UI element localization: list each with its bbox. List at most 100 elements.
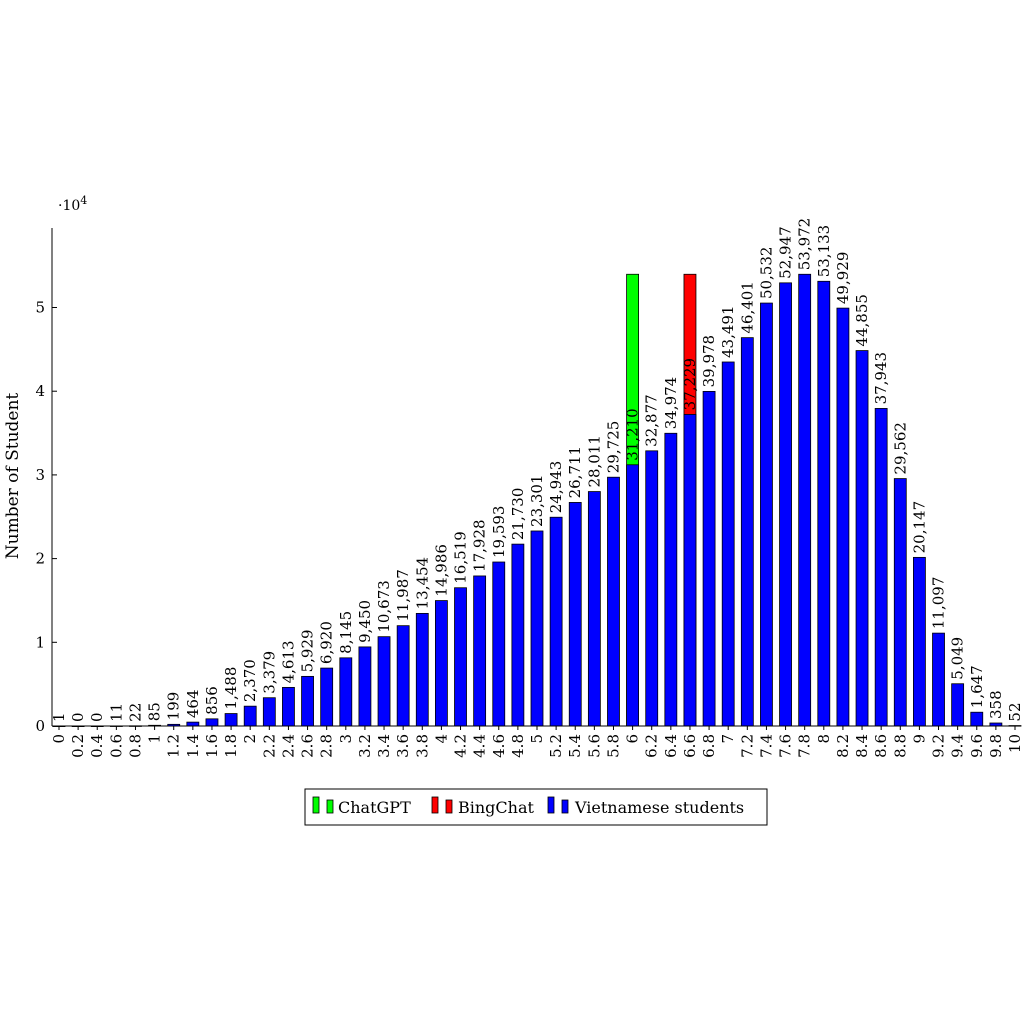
legend-label-vietnamese-students: Vietnamese students <box>574 798 744 817</box>
legend-label-bingchat: BingChat <box>458 798 535 817</box>
data-label-7: 43,491 <box>719 305 737 358</box>
data-label-3-8: 13,454 <box>413 557 431 610</box>
x-tick-label-1-6: 1.6 <box>203 734 221 758</box>
bar-vietnamese-students-1-4 <box>186 721 200 727</box>
bar-vietnamese-students-4-4 <box>473 575 487 727</box>
y-axis-multiplier-exponent: 4 <box>80 194 87 207</box>
data-label-5-8: 29,725 <box>604 421 622 474</box>
bar-vietnamese-students-4-6 <box>492 561 506 727</box>
x-tick-label-1-4: 1.4 <box>184 734 202 758</box>
x-tick-label-1: 1 <box>146 734 164 744</box>
y-tick-label-1: 1 <box>35 633 45 651</box>
data-label-1-6: 856 <box>203 686 221 715</box>
data-label-5-4: 26,711 <box>566 446 584 499</box>
bar-vietnamese-students-2 <box>243 705 257 727</box>
x-tick-label-8-6: 8.6 <box>872 734 890 758</box>
bar-vietnamese-students-5-6 <box>587 491 601 727</box>
data-label-3-2: 9,450 <box>356 600 374 643</box>
x-tick-label-8-8: 8.8 <box>891 734 909 758</box>
bar-vietnamese-students-5-4 <box>568 502 582 727</box>
legend-swatch-vietnamese-students <box>547 796 555 814</box>
x-tick-label-4-2: 4.2 <box>452 734 470 758</box>
data-label-3-4: 10,673 <box>375 580 393 633</box>
y-axis-label: Number of Student <box>3 393 23 560</box>
x-tick-label-7-2: 7.2 <box>738 734 756 758</box>
legend-swatch-bingchat <box>431 796 439 814</box>
x-tick-label-8-4: 8.4 <box>853 734 871 758</box>
bar-vietnamese-students-8-4 <box>855 350 869 727</box>
bar-vietnamese-students-7-8 <box>798 273 812 727</box>
data-label-6-2: 32,877 <box>643 394 661 447</box>
data-label-5-6: 28,011 <box>585 435 603 488</box>
bar-vietnamese-students-7-2 <box>740 337 754 727</box>
data-label-1-8: 1,488 <box>222 667 240 710</box>
bar-vietnamese-students-6-8 <box>702 390 716 727</box>
bar-vietnamese-students-6 <box>626 464 639 727</box>
bar-vietnamese-students-2-8 <box>320 667 334 727</box>
data-label-8-4: 44,855 <box>853 294 871 347</box>
data-label-0: 1 <box>50 712 68 722</box>
bar-vietnamese-students-8-6 <box>874 408 888 727</box>
y-tick-label-4: 4 <box>35 382 45 400</box>
x-tick-label-9-4: 9.4 <box>949 734 967 758</box>
bar-vietnamese-students-3 <box>339 657 353 727</box>
x-tick-label-3-6: 3.6 <box>394 734 412 758</box>
legend-label-chatgpt: ChatGPT <box>338 798 411 817</box>
legend-box <box>304 788 768 826</box>
bar-vietnamese-students-6-6 <box>683 414 697 727</box>
data-label-1: 85 <box>146 702 164 721</box>
legend-item-chatgpt: ChatGPT <box>312 796 411 817</box>
x-tick-label-8: 8 <box>815 734 833 744</box>
data-label-2-6: 5,929 <box>299 629 317 672</box>
legend-item-bingchat: BingChat <box>431 796 535 817</box>
bar-vietnamese-students-7-4 <box>760 302 773 727</box>
x-tick-label-4-6: 4.6 <box>490 734 508 758</box>
data-label-6-4: 34,974 <box>662 377 680 430</box>
data-label-0-2: 0 <box>69 712 87 722</box>
data-label-3-6: 11,987 <box>394 569 412 622</box>
x-tick-label-1-8: 1.8 <box>222 734 240 758</box>
bar-vietnamese-students-6-2 <box>645 450 659 727</box>
data-label-8-2: 49,929 <box>834 252 852 305</box>
x-tick-label-2: 2 <box>241 734 259 744</box>
data-label-6: 31,210 <box>624 408 642 461</box>
y-tick-label-3: 3 <box>35 466 45 484</box>
data-label-3: 8,145 <box>337 611 355 654</box>
data-label-6-6: 37,229 <box>681 358 699 411</box>
data-label-5-2: 24,943 <box>547 461 565 514</box>
bar-vietnamese-students-9-2 <box>932 632 945 727</box>
x-tick-label-4: 4 <box>432 734 450 744</box>
x-tick-label-1-2: 1.2 <box>165 734 183 758</box>
data-label-4-6: 19,593 <box>490 506 508 559</box>
data-label-2-2: 3,379 <box>260 651 278 694</box>
data-label-7-2: 46,401 <box>738 281 756 334</box>
data-label-9-6: 1,647 <box>968 665 986 708</box>
x-tick-label-9: 9 <box>910 734 928 744</box>
x-tick-label-9-6: 9.6 <box>968 734 986 758</box>
x-tick-label-3: 3 <box>337 734 355 744</box>
x-tick-label-3-8: 3.8 <box>413 734 431 758</box>
legend-swatch-vietnamese-students-b <box>561 799 569 814</box>
data-label-2: 2,370 <box>241 659 259 702</box>
legend-swatch-chatgpt-b <box>326 799 334 814</box>
bar-vietnamese-students-1-8 <box>224 713 238 727</box>
data-label-8-6: 37,943 <box>872 352 890 405</box>
bar-vietnamese-students-2-6 <box>301 675 314 727</box>
x-tick-label-8-2: 8.2 <box>834 734 852 758</box>
x-tick-label-6-8: 6.8 <box>700 734 718 758</box>
y-axis-multiplier: ·104 <box>58 194 87 214</box>
data-label-9-2: 11,097 <box>930 577 948 630</box>
legend-swatch-chatgpt <box>312 796 320 814</box>
x-tick-label-0-6: 0.6 <box>107 734 125 758</box>
x-tick-label-2-4: 2.4 <box>279 734 297 758</box>
bar-vietnamese-students-5 <box>530 530 544 727</box>
x-tick-label-6-2: 6.2 <box>643 734 661 758</box>
x-tick-label-5-6: 5.6 <box>585 734 603 758</box>
bar-vietnamese-students-7 <box>721 361 735 727</box>
y-tick-label-0: 0 <box>35 717 45 735</box>
x-tick-label-7-4: 7.4 <box>757 734 775 758</box>
data-label-4: 14,986 <box>432 544 450 597</box>
x-tick-label-5-8: 5.8 <box>604 734 622 758</box>
data-label-9: 20,147 <box>910 501 928 554</box>
bar-vietnamese-students-2-2 <box>262 697 276 727</box>
